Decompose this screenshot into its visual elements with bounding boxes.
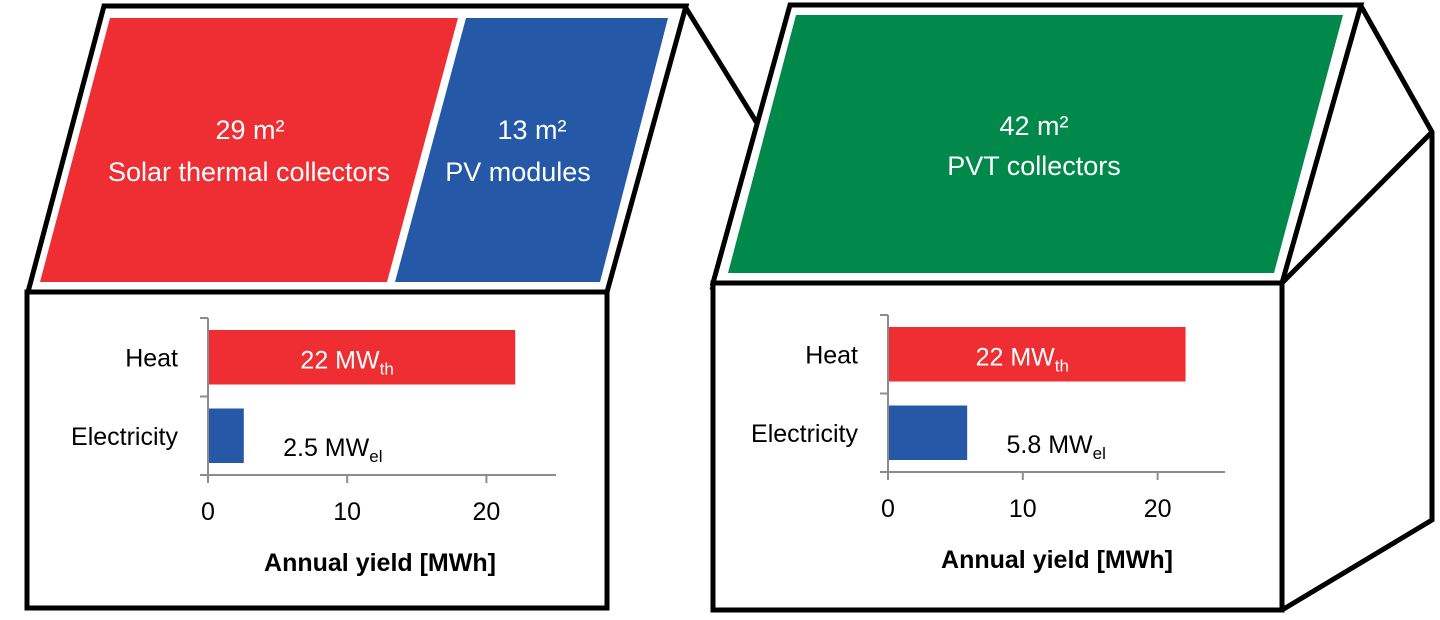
category-label-heat: Heat bbox=[805, 341, 858, 369]
bar-value-label: 22 MWth bbox=[976, 343, 1069, 375]
pvt-collector-panel bbox=[728, 15, 1343, 273]
solar-thermal-collector-panel bbox=[40, 18, 458, 282]
left-house: 29 m² Solar thermal collectors 13 m² PV … bbox=[24, 3, 763, 611]
pv-module-panel bbox=[395, 18, 668, 282]
x-axis-title: Annual yield [MWh] bbox=[941, 546, 1173, 574]
pv-name-label: PV modules bbox=[445, 157, 591, 187]
right-house-side-edge bbox=[1280, 4, 1435, 613]
bar-value-label: 5.8 MWel bbox=[1007, 431, 1106, 463]
pv-area-label: 13 m² bbox=[497, 115, 566, 145]
x-tick-label: 0 bbox=[881, 495, 895, 523]
x-tick-label: 20 bbox=[1144, 495, 1172, 523]
bar-value-label: 22 MWth bbox=[300, 346, 393, 378]
bar-heat bbox=[209, 330, 516, 385]
pvt-area-label: 42 m² bbox=[999, 111, 1068, 141]
right-house-side-roof-edge bbox=[1280, 130, 1434, 285]
x-tick-label: 20 bbox=[472, 498, 500, 526]
thermal-area-label: 29 m² bbox=[215, 115, 284, 145]
x-tick-label: 10 bbox=[1009, 495, 1037, 523]
x-tick-label: 0 bbox=[201, 498, 215, 526]
right-yield-chart: 0 10 20 Annual yield [MWh] Heat 22 MWth Electr… bbox=[751, 314, 1225, 574]
category-label-electricity: Electricity bbox=[751, 420, 858, 448]
x-axis-title: Annual yield [MWh] bbox=[264, 549, 496, 577]
bar-value-label: 2.5 MWel bbox=[283, 434, 382, 466]
bar-heat bbox=[889, 327, 1186, 382]
x-tick-label: 10 bbox=[333, 498, 361, 526]
bar-electricity bbox=[209, 408, 244, 463]
right-house: 42 m² PVT collectors 0 10 20 Annual yield [… bbox=[709, 2, 1435, 613]
category-label-heat: Heat bbox=[125, 344, 178, 372]
pvt-name-label: PVT collectors bbox=[947, 151, 1121, 181]
left-yield-chart: 0 10 20 Annual yield [MWh] Heat 22 MWth Electr… bbox=[71, 317, 556, 577]
bar-electricity bbox=[889, 405, 968, 460]
category-label-electricity: Electricity bbox=[71, 423, 178, 451]
thermal-name-label: Solar thermal collectors bbox=[108, 157, 390, 187]
